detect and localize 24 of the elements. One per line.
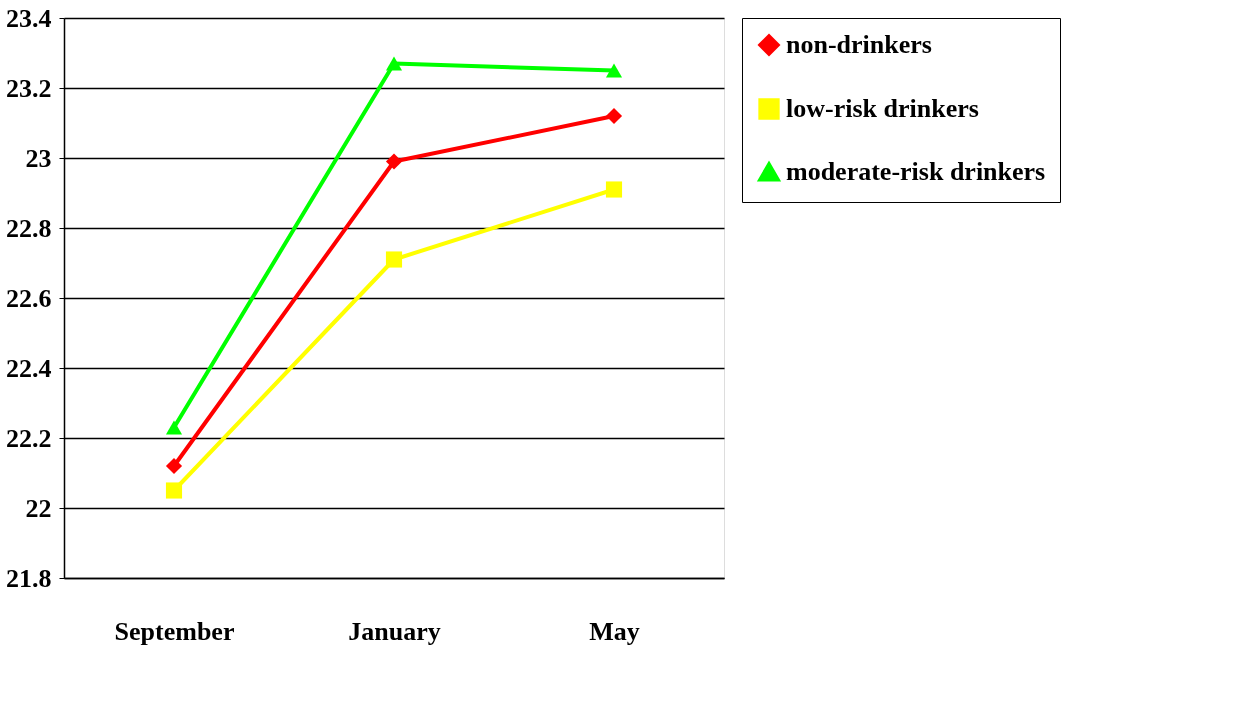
y-tick-label: 22.4	[6, 353, 52, 383]
point	[605, 181, 623, 198]
x-tick-label: January	[348, 616, 441, 646]
point	[605, 107, 623, 125]
point	[385, 153, 403, 170]
x-tick-label: May	[589, 616, 640, 646]
point	[165, 457, 183, 475]
point	[165, 420, 183, 435]
x-tick-label: September	[114, 616, 235, 646]
y-tick-label: 23.2	[6, 73, 52, 103]
y-tick-label: 23.4	[6, 3, 52, 33]
y-tick-label: 23	[25, 143, 52, 173]
y-tick-label: 22.6	[6, 283, 52, 313]
legend-label: non-drinkers	[786, 30, 932, 59]
y-tick-label: 21.8	[6, 563, 52, 593]
point	[385, 56, 403, 71]
point	[385, 251, 403, 268]
y-tick-label: 22.8	[6, 213, 52, 243]
point	[165, 482, 183, 499]
point	[605, 63, 623, 78]
legend-label: moderate-risk drinkers	[786, 157, 1046, 186]
y-tick-label: 22.2	[6, 423, 52, 453]
y-tick-label: 22	[25, 493, 52, 523]
legend-label: low-risk drinkers	[786, 94, 979, 123]
